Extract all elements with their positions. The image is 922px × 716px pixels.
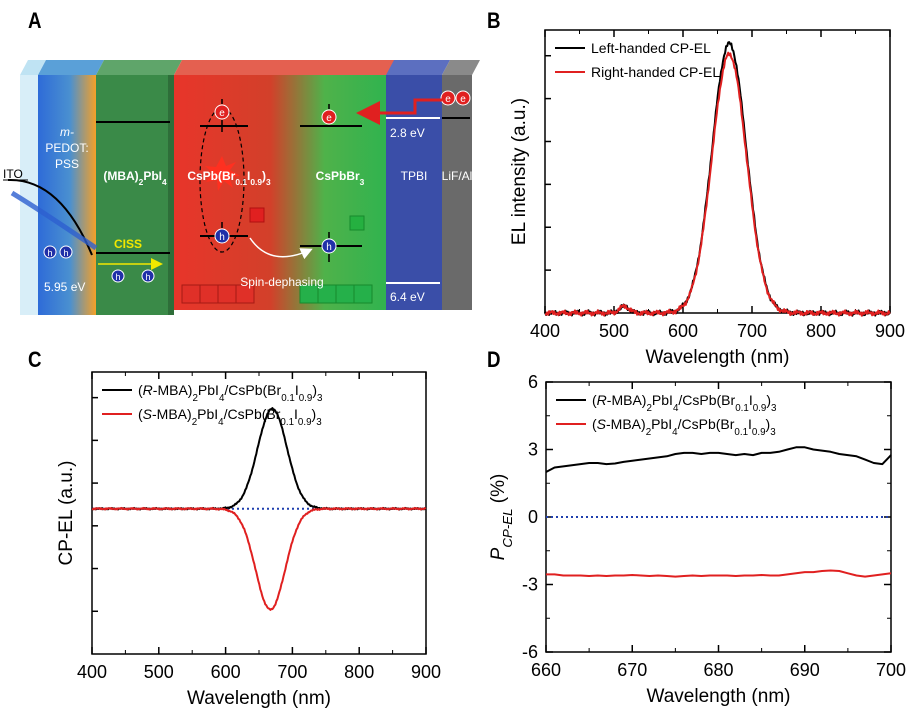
ito-layer bbox=[20, 75, 38, 315]
legend-label: (S-MBA)2PbI4/CsPb(Br0.1I0.9)3 bbox=[592, 416, 776, 438]
series-line-1 bbox=[91, 407, 427, 511]
series-line-2 bbox=[545, 51, 891, 317]
y-axis-label: CP-EL (a.u.) bbox=[56, 461, 77, 566]
svg-text:e: e bbox=[460, 94, 466, 105]
x-tick-label: 680 bbox=[703, 660, 733, 680]
mba-layer bbox=[96, 75, 174, 315]
series-line-2 bbox=[546, 569, 892, 578]
x-tick-label: 400 bbox=[77, 662, 107, 682]
chart-c: 400 500 600 700 800 900 Wavelength (nm) CP-EL (… bbox=[56, 371, 441, 709]
x-tick-label: 700 bbox=[737, 321, 767, 341]
hole-icon: h bbox=[43, 245, 57, 259]
ciss-label: CISS bbox=[114, 237, 142, 251]
x-tick-label: 600 bbox=[211, 662, 241, 682]
svg-text:h: h bbox=[219, 232, 225, 243]
panel-label-c: C bbox=[28, 347, 42, 372]
x-axis-label: Wavelength (nm) bbox=[187, 688, 331, 709]
x-tick-label: 660 bbox=[531, 660, 561, 680]
series-line-1 bbox=[544, 41, 891, 317]
legend-label: (R-MBA)2PbI4/CsPb(Br0.1I0.9)3 bbox=[138, 382, 323, 404]
y-tick-label: 0 bbox=[528, 507, 538, 527]
chart-d: 660 670 680 690 700 -6 -3 0 3 6 Wavelength (nm) PCP… bbox=[488, 372, 906, 707]
recombination-star-icon bbox=[205, 156, 240, 191]
series-line-2 bbox=[92, 506, 427, 611]
x-tick-label: 690 bbox=[790, 660, 820, 680]
x-tick-label: 600 bbox=[668, 321, 698, 341]
x-tick-label: 800 bbox=[806, 321, 836, 341]
pedot-label-pss: PSS bbox=[55, 157, 79, 171]
svg-text:h: h bbox=[115, 272, 120, 282]
x-tick-label: 700 bbox=[876, 660, 906, 680]
ito-label: ITO bbox=[3, 167, 23, 181]
legend-label: (S-MBA)2PbI4/CsPb(Br0.1I0.9)3 bbox=[138, 406, 322, 428]
panel-label-d: D bbox=[487, 347, 501, 372]
x-axis-label: Wavelength (nm) bbox=[647, 686, 791, 707]
x-tick-label: 500 bbox=[599, 321, 629, 341]
electron-icon: e bbox=[214, 104, 230, 120]
svg-text:h: h bbox=[145, 272, 150, 282]
y-tick-label: -3 bbox=[522, 575, 538, 595]
cspbbr3-label: CsPbBr3 bbox=[316, 169, 365, 187]
x-tick-label: 500 bbox=[144, 662, 174, 682]
electron-icon: e bbox=[440, 90, 456, 106]
electron-icon: e bbox=[321, 109, 337, 125]
pedot-layer bbox=[38, 75, 96, 315]
chart-b: 400 500 600 700 800 900 Wavelength (nm) EL inte… bbox=[509, 29, 905, 368]
x-tick-label: 900 bbox=[411, 662, 441, 682]
lif-al-layer bbox=[442, 75, 472, 310]
x-tick-label: 700 bbox=[277, 662, 307, 682]
lif-al-label: LiF/Al bbox=[442, 169, 473, 183]
tpbi-level-label: 6.4 eV bbox=[390, 290, 425, 304]
svg-text:h: h bbox=[326, 242, 332, 253]
mba-layer-label: (MBA)2PbI4 bbox=[103, 169, 167, 187]
x-tick-label: 900 bbox=[875, 321, 905, 341]
device-schematic: e e e e h h h h h h m- PEDOT: bbox=[3, 60, 480, 315]
hole-icon: h bbox=[214, 228, 230, 244]
y-tick-label: -6 bbox=[522, 642, 538, 662]
tpbi-label: TPBI bbox=[401, 169, 428, 183]
x-tick-label: 400 bbox=[530, 321, 560, 341]
mixed-perovskite-label: CsPb(Br0.1I0.9)3 bbox=[187, 169, 271, 187]
hole-level-label: 5.95 eV bbox=[44, 280, 85, 294]
y-axis-label: EL intensity (a.u.) bbox=[509, 98, 530, 245]
svg-text:e: e bbox=[219, 108, 225, 119]
series-line-1 bbox=[545, 446, 892, 473]
hole-icon: h bbox=[141, 269, 155, 283]
panel-label-a: A bbox=[28, 8, 42, 33]
svg-text:h: h bbox=[47, 248, 52, 258]
y-axis-label: PCP-EL (%) bbox=[488, 474, 515, 561]
svg-text:e: e bbox=[326, 113, 332, 124]
x-tick-label: 800 bbox=[344, 662, 374, 682]
pedot-label-pedot: PEDOT: bbox=[45, 141, 88, 155]
pedot-label-m: m- bbox=[60, 125, 74, 139]
spin-dephasing-label: Spin-dephasing bbox=[240, 275, 323, 289]
legend-label: Right-handed CP-EL bbox=[591, 64, 720, 80]
perovskite-layer bbox=[174, 75, 389, 310]
electron-level-label: 2.8 eV bbox=[390, 126, 425, 140]
hole-icon: h bbox=[321, 238, 337, 254]
x-tick-label: 670 bbox=[617, 660, 647, 680]
hole-icon: h bbox=[59, 245, 73, 259]
x-axis-label: Wavelength (nm) bbox=[646, 347, 790, 368]
hole-icon: h bbox=[111, 269, 125, 283]
y-tick-label: 3 bbox=[528, 440, 538, 460]
svg-text:h: h bbox=[63, 248, 68, 258]
svg-text:e: e bbox=[445, 94, 451, 105]
legend-label: Left-handed CP-EL bbox=[591, 40, 711, 56]
legend-label: (R-MBA)2PbI4/CsPb(Br0.1I0.9)3 bbox=[592, 392, 777, 414]
y-tick-label: 6 bbox=[528, 372, 538, 392]
electron-icon: e bbox=[455, 90, 471, 106]
panel-label-b: B bbox=[487, 8, 501, 33]
